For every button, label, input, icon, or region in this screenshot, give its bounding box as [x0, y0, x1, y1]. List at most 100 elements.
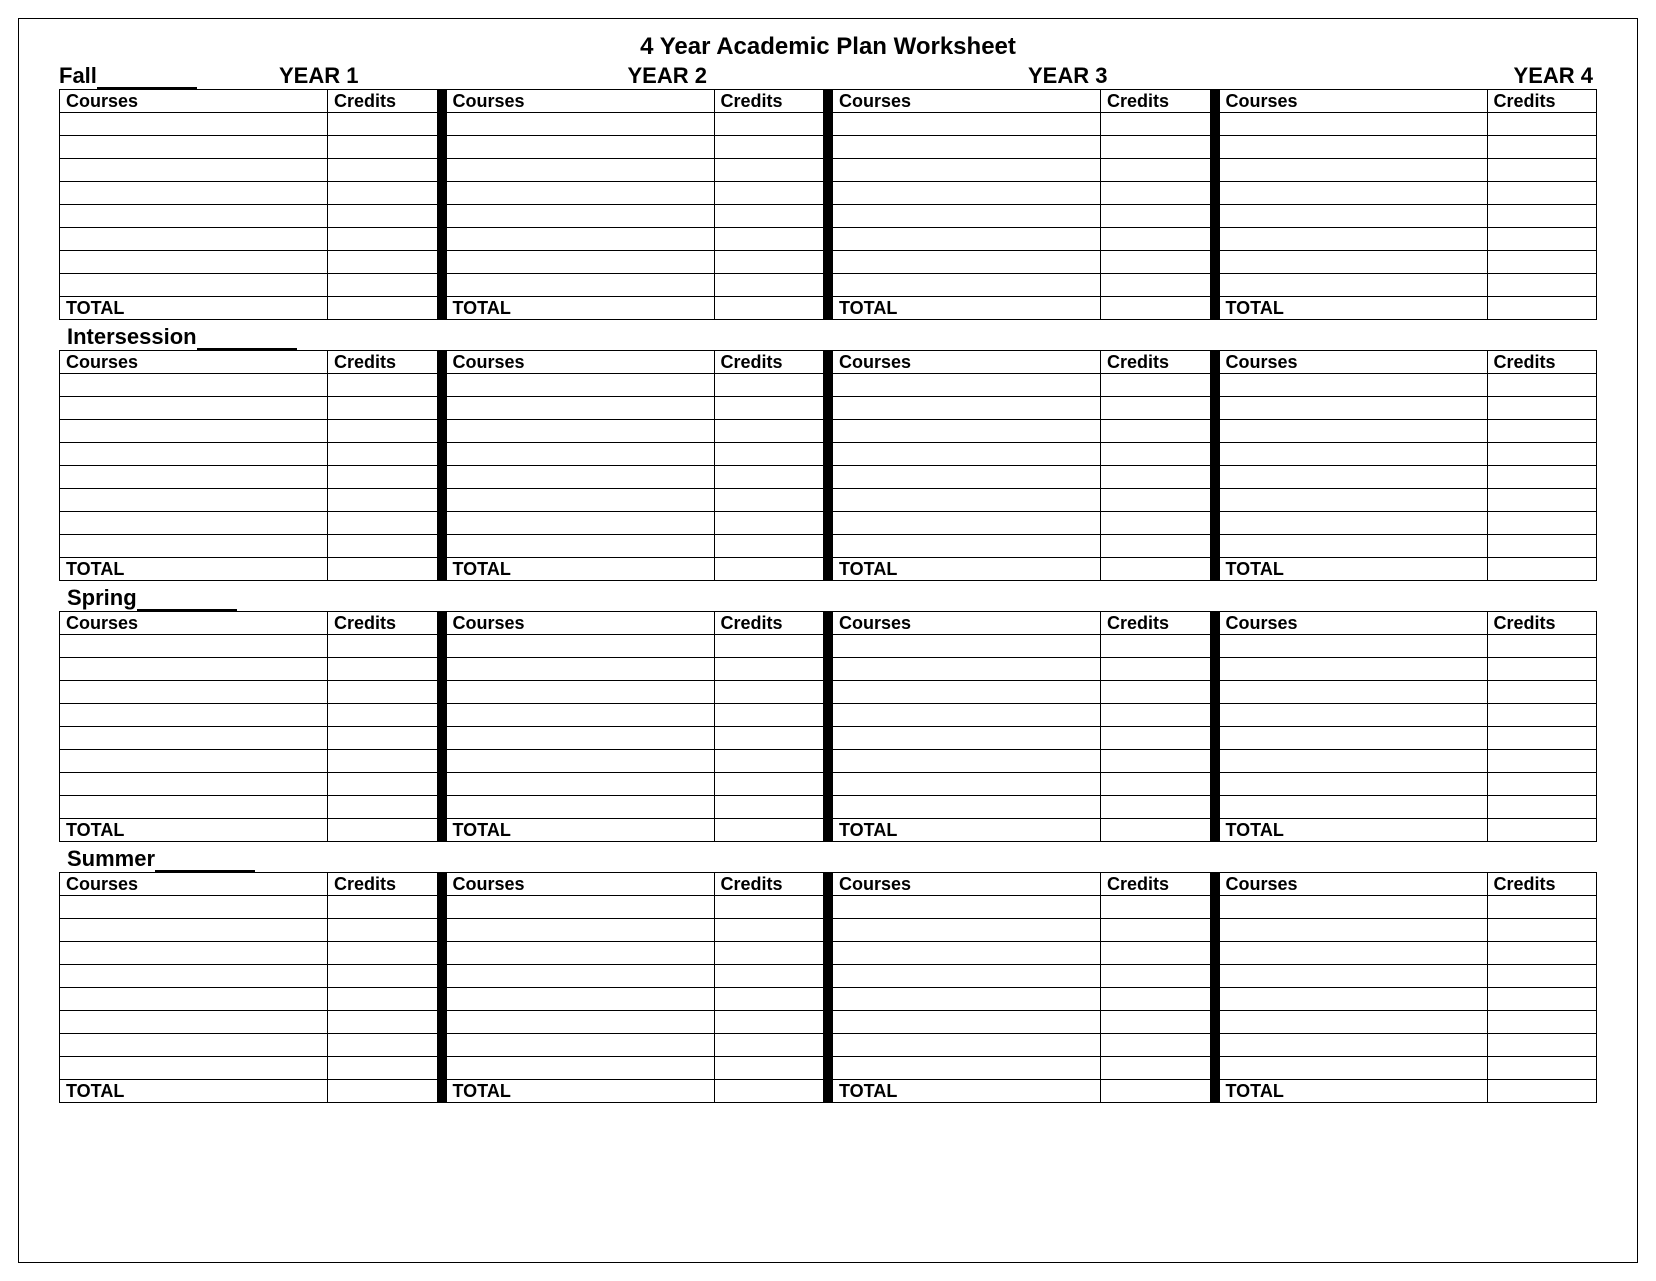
credits-cell[interactable] [1101, 1057, 1210, 1080]
course-cell[interactable] [1219, 113, 1487, 136]
course-cell[interactable] [60, 159, 328, 182]
course-cell[interactable] [833, 942, 1101, 965]
course-cell[interactable] [833, 113, 1101, 136]
credits-cell[interactable] [1487, 727, 1596, 750]
course-cell[interactable] [60, 466, 328, 489]
credits-cell[interactable] [328, 635, 437, 658]
course-cell[interactable] [446, 727, 714, 750]
course-cell[interactable] [1219, 512, 1487, 535]
credits-cell[interactable] [1101, 988, 1210, 1011]
course-cell[interactable] [446, 113, 714, 136]
credits-cell[interactable] [1101, 136, 1210, 159]
course-cell[interactable] [446, 658, 714, 681]
course-cell[interactable] [833, 1034, 1101, 1057]
total-credits-cell[interactable] [1487, 1080, 1596, 1103]
course-cell[interactable] [1219, 965, 1487, 988]
course-cell[interactable] [833, 512, 1101, 535]
credits-cell[interactable] [1101, 251, 1210, 274]
credits-cell[interactable] [328, 113, 437, 136]
credits-cell[interactable] [714, 988, 823, 1011]
credits-cell[interactable] [328, 681, 437, 704]
credits-cell[interactable] [1101, 965, 1210, 988]
credits-cell[interactable] [714, 1011, 823, 1034]
credits-cell[interactable] [714, 397, 823, 420]
course-cell[interactable] [833, 397, 1101, 420]
total-credits-cell[interactable] [714, 297, 823, 320]
course-cell[interactable] [446, 397, 714, 420]
course-cell[interactable] [60, 750, 328, 773]
course-cell[interactable] [1219, 896, 1487, 919]
credits-cell[interactable] [328, 796, 437, 819]
credits-cell[interactable] [1487, 658, 1596, 681]
course-cell[interactable] [1219, 658, 1487, 681]
course-cell[interactable] [60, 205, 328, 228]
credits-cell[interactable] [1487, 1034, 1596, 1057]
course-cell[interactable] [1219, 136, 1487, 159]
course-cell[interactable] [1219, 750, 1487, 773]
course-cell[interactable] [60, 942, 328, 965]
credits-cell[interactable] [1101, 942, 1210, 965]
course-cell[interactable] [833, 965, 1101, 988]
credits-cell[interactable] [1101, 205, 1210, 228]
course-cell[interactable] [1219, 228, 1487, 251]
course-cell[interactable] [833, 896, 1101, 919]
course-cell[interactable] [60, 228, 328, 251]
credits-cell[interactable] [714, 681, 823, 704]
course-cell[interactable] [446, 466, 714, 489]
credits-cell[interactable] [1487, 228, 1596, 251]
credits-cell[interactable] [714, 750, 823, 773]
credits-cell[interactable] [1101, 727, 1210, 750]
course-cell[interactable] [446, 205, 714, 228]
course-cell[interactable] [446, 919, 714, 942]
credits-cell[interactable] [1101, 113, 1210, 136]
course-cell[interactable] [833, 988, 1101, 1011]
course-cell[interactable] [60, 512, 328, 535]
course-cell[interactable] [60, 658, 328, 681]
credits-cell[interactable] [1101, 919, 1210, 942]
course-cell[interactable] [833, 727, 1101, 750]
credits-cell[interactable] [1101, 750, 1210, 773]
credits-cell[interactable] [1101, 374, 1210, 397]
course-cell[interactable] [60, 1011, 328, 1034]
credits-cell[interactable] [1101, 773, 1210, 796]
course-cell[interactable] [60, 919, 328, 942]
credits-cell[interactable] [714, 251, 823, 274]
credits-cell[interactable] [714, 635, 823, 658]
course-cell[interactable] [60, 443, 328, 466]
credits-cell[interactable] [328, 466, 437, 489]
credits-cell[interactable] [328, 182, 437, 205]
credits-cell[interactable] [1487, 397, 1596, 420]
course-cell[interactable] [446, 512, 714, 535]
credits-cell[interactable] [1101, 681, 1210, 704]
course-cell[interactable] [446, 443, 714, 466]
course-cell[interactable] [1219, 182, 1487, 205]
credits-cell[interactable] [1487, 489, 1596, 512]
credits-cell[interactable] [1101, 228, 1210, 251]
course-cell[interactable] [1219, 727, 1487, 750]
course-cell[interactable] [1219, 205, 1487, 228]
course-cell[interactable] [446, 896, 714, 919]
course-cell[interactable] [1219, 397, 1487, 420]
course-cell[interactable] [1219, 681, 1487, 704]
credits-cell[interactable] [1487, 942, 1596, 965]
credits-cell[interactable] [714, 489, 823, 512]
total-credits-cell[interactable] [1101, 819, 1210, 842]
course-cell[interactable] [60, 988, 328, 1011]
credits-cell[interactable] [328, 251, 437, 274]
credits-cell[interactable] [328, 443, 437, 466]
course-cell[interactable] [60, 681, 328, 704]
credits-cell[interactable] [714, 796, 823, 819]
credits-cell[interactable] [328, 159, 437, 182]
credits-cell[interactable] [1487, 136, 1596, 159]
credits-cell[interactable] [1487, 374, 1596, 397]
course-cell[interactable] [446, 681, 714, 704]
credits-cell[interactable] [328, 136, 437, 159]
course-cell[interactable] [446, 251, 714, 274]
course-cell[interactable] [1219, 635, 1487, 658]
credits-cell[interactable] [714, 420, 823, 443]
course-cell[interactable] [833, 274, 1101, 297]
credits-cell[interactable] [714, 466, 823, 489]
course-cell[interactable] [1219, 374, 1487, 397]
credits-cell[interactable] [328, 228, 437, 251]
credits-cell[interactable] [1101, 420, 1210, 443]
